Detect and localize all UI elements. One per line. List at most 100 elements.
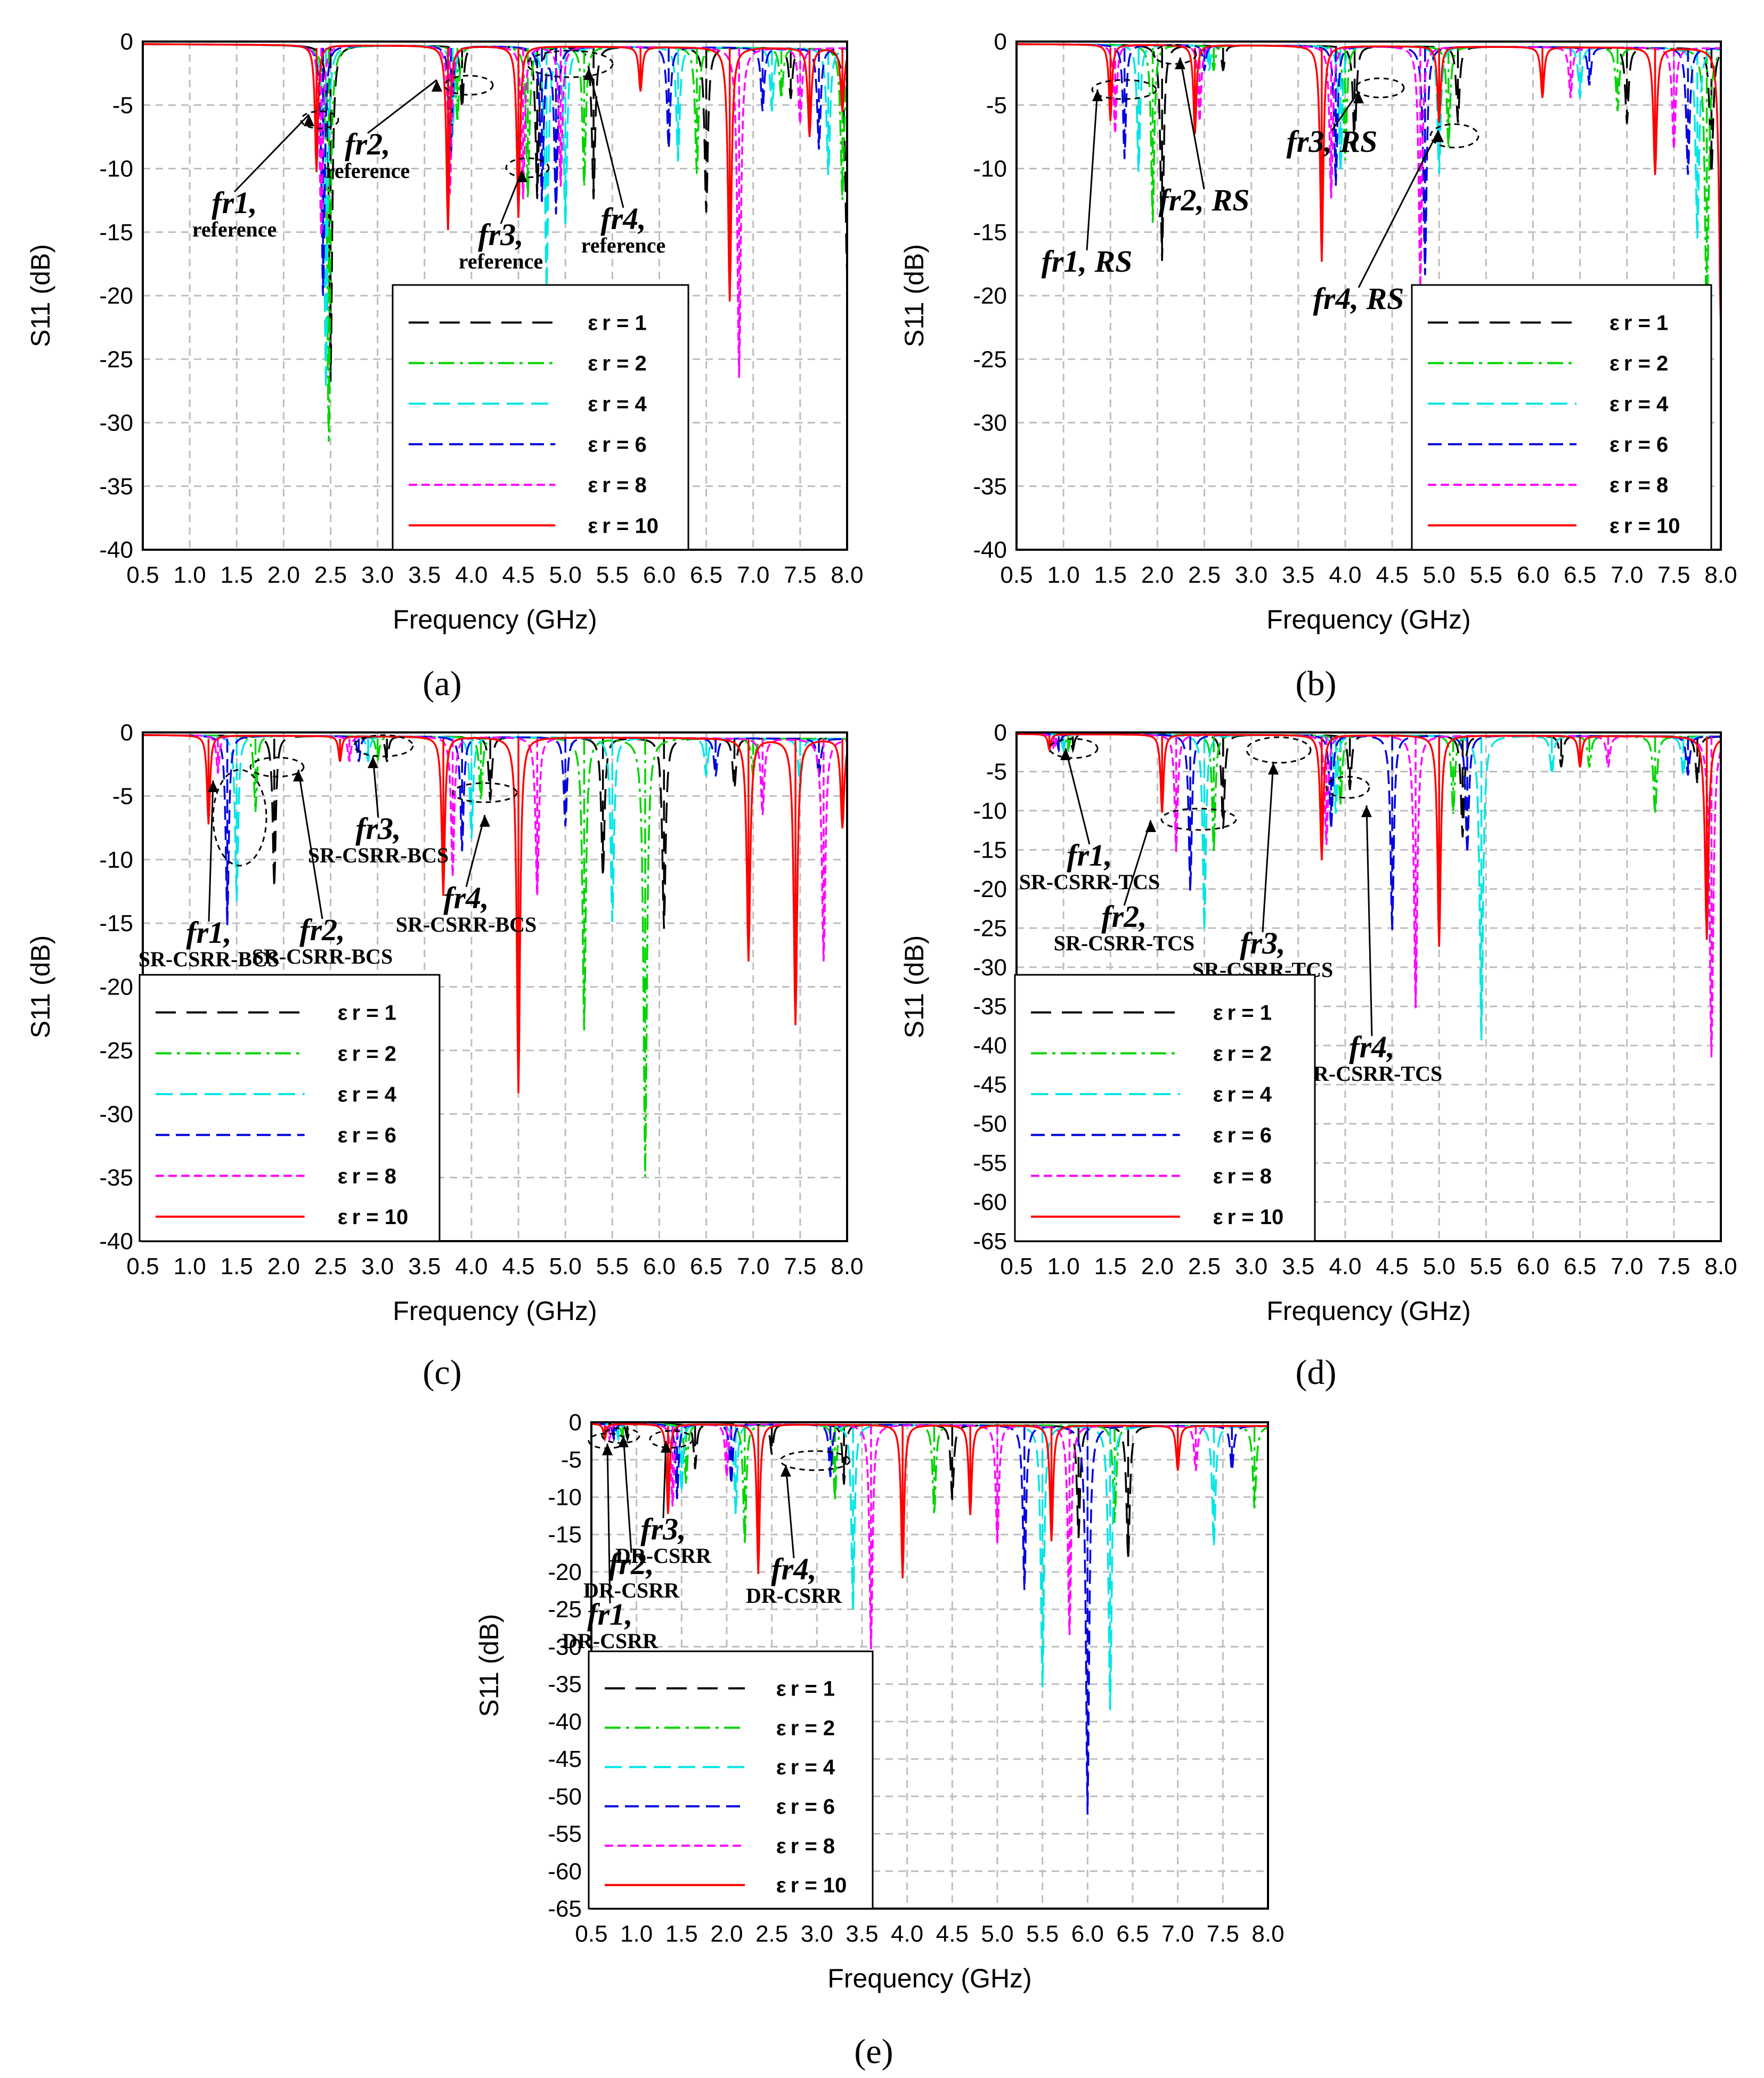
annotation-arrow	[622, 1435, 632, 1553]
legend-label: ε r = 10	[776, 1874, 847, 1897]
legend-label: ε r = 1	[588, 311, 646, 335]
x-tick-label: 6.5	[1564, 562, 1596, 588]
x-tick-label: 5.0	[981, 1921, 1013, 1947]
arrow-head	[1353, 92, 1364, 103]
x-axis-title: Frequency (GHz)	[1266, 605, 1470, 634]
x-tick-label: 7.5	[1657, 562, 1690, 588]
series-line-eps-10	[1017, 43, 1722, 328]
annotation-ellipse	[452, 782, 518, 803]
x-tick-label: 8.0	[831, 562, 863, 588]
y-tick-label: -40	[973, 1033, 1007, 1059]
annotation-arrow	[1331, 91, 1360, 131]
annotation-sublabel: SR-CSRR-TCS	[1054, 931, 1195, 955]
y-tick-label: -30	[973, 410, 1007, 436]
y-tick-label: -10	[973, 798, 1007, 824]
chart-panel-b: 0.5 1.0 1.5 2.0 2.5 3.0 3.5 4.0 4.5 5.0 5.5 6.0 6.5 7…	[899, 29, 1737, 703]
annotation-arrow	[367, 79, 437, 134]
arrow-head	[1361, 805, 1372, 817]
x-axis-title: Frequency (GHz)	[393, 1296, 597, 1326]
x-tick-label: 6.5	[690, 562, 722, 588]
y-tick-label: 0	[120, 720, 133, 746]
x-tick-label: 8.0	[1251, 1921, 1284, 1947]
y-tick-label: 0	[994, 29, 1007, 55]
y-tick-label: -15	[548, 1522, 582, 1548]
legend-label: ε r = 10	[588, 514, 659, 537]
x-tick-label: 7.0	[1611, 562, 1643, 588]
y-tick-label: -35	[99, 1165, 133, 1191]
annotation-arrow	[1086, 89, 1099, 251]
annotation-arrow	[233, 113, 310, 193]
x-tick-label: 5.0	[1423, 1253, 1456, 1280]
y-tick-label: -30	[548, 1634, 582, 1660]
legend-label: ε r = 1	[776, 1677, 835, 1701]
annotation-label: fr4,	[600, 201, 646, 236]
y-tick-label: -30	[99, 410, 133, 436]
legend-label: ε r = 10	[1609, 514, 1680, 537]
y-tick-label: -35	[973, 993, 1007, 1020]
y-tick-label: -40	[99, 537, 133, 563]
annotation-ellipse	[1152, 44, 1197, 65]
annotation-arrow	[662, 1440, 667, 1519]
annotation-arrow	[1357, 130, 1440, 288]
y-tick-label: -5	[986, 92, 1007, 118]
y-tick-label: -55	[548, 1821, 582, 1847]
annotation-label: fr2,	[1101, 899, 1147, 934]
annotation-arrow	[588, 68, 624, 208]
y-tick-label: -10	[99, 847, 133, 873]
x-tick-label: 4.0	[1329, 1253, 1361, 1280]
annotation-ellipse	[212, 769, 267, 867]
y-tick-label: -20	[99, 283, 133, 309]
annotation-label: fr4,	[443, 881, 489, 915]
x-tick-label: 7.5	[1207, 1921, 1239, 1947]
arrow-head	[293, 770, 304, 781]
y-tick-label: -5	[986, 759, 1007, 785]
panel-label: (a)	[422, 664, 461, 703]
arrow-head	[661, 1441, 671, 1453]
legend-label: ε r = 4	[338, 1083, 397, 1106]
annotation-label: fr3,	[1240, 926, 1285, 960]
x-tick-label: 2.0	[1141, 562, 1174, 588]
annotation-sublabel: reference	[581, 233, 665, 257]
arrow-head	[1175, 58, 1185, 69]
legend-label: ε r = 2	[1213, 1042, 1272, 1065]
annotation-sublabel: reference	[326, 159, 410, 183]
legend-label: ε r = 8	[1609, 474, 1668, 497]
annotation-ellipse	[1326, 776, 1370, 799]
y-axis-title: S11 (dB)	[474, 1614, 504, 1717]
annotation-sublabel: SR-CSRR-BCS	[308, 843, 449, 867]
x-tick-label: 4.0	[455, 1253, 487, 1280]
y-tick-label: -20	[99, 974, 133, 1000]
y-tick-label: -25	[99, 346, 133, 372]
x-tick-label: 8.0	[1704, 562, 1737, 588]
y-tick-label: -20	[973, 876, 1007, 902]
x-tick-label: 2.5	[314, 1253, 347, 1280]
y-tick-label: -60	[973, 1189, 1007, 1216]
annotation-ellipse	[300, 110, 339, 129]
y-tick-label: -15	[973, 219, 1007, 246]
y-tick-label: -25	[973, 346, 1007, 372]
x-tick-label: 4.5	[1376, 562, 1408, 588]
x-tick-label: 1.5	[665, 1921, 698, 1947]
x-tick-label: 3.0	[1235, 562, 1267, 588]
annotation-label: fr2,	[345, 127, 390, 161]
chart-panel-c: 0.5 1.0 1.5 2.0 2.5 3.0 3.5 4.0 4.5 5.0 5.5 6.0 6.5 7…	[26, 720, 864, 1392]
annotation-ellipse	[649, 1430, 694, 1449]
y-tick-label: -5	[112, 92, 133, 118]
x-tick-label: 2.0	[1141, 1253, 1174, 1280]
x-tick-label: 6.5	[690, 1253, 722, 1280]
series-line-eps-2	[1016, 43, 1722, 328]
series-line-eps-10	[143, 734, 848, 1094]
y-tick-label: -10	[548, 1484, 582, 1510]
x-tick-label: 5.5	[1470, 1253, 1502, 1280]
legend-label: ε r = 2	[1609, 352, 1668, 376]
annotation-sublabel: reference	[459, 249, 543, 273]
y-tick-label: -40	[548, 1709, 582, 1735]
x-tick-label: 4.5	[936, 1921, 969, 1947]
annotation-sublabel: SR-CSRR-BCS	[252, 944, 393, 968]
y-tick-label: -5	[561, 1447, 582, 1473]
series-line-eps-8	[143, 734, 848, 961]
annotation-arrow	[465, 814, 486, 887]
series-line-eps-1	[1016, 43, 1722, 261]
y-axis-title: S11 (dB)	[26, 935, 55, 1039]
